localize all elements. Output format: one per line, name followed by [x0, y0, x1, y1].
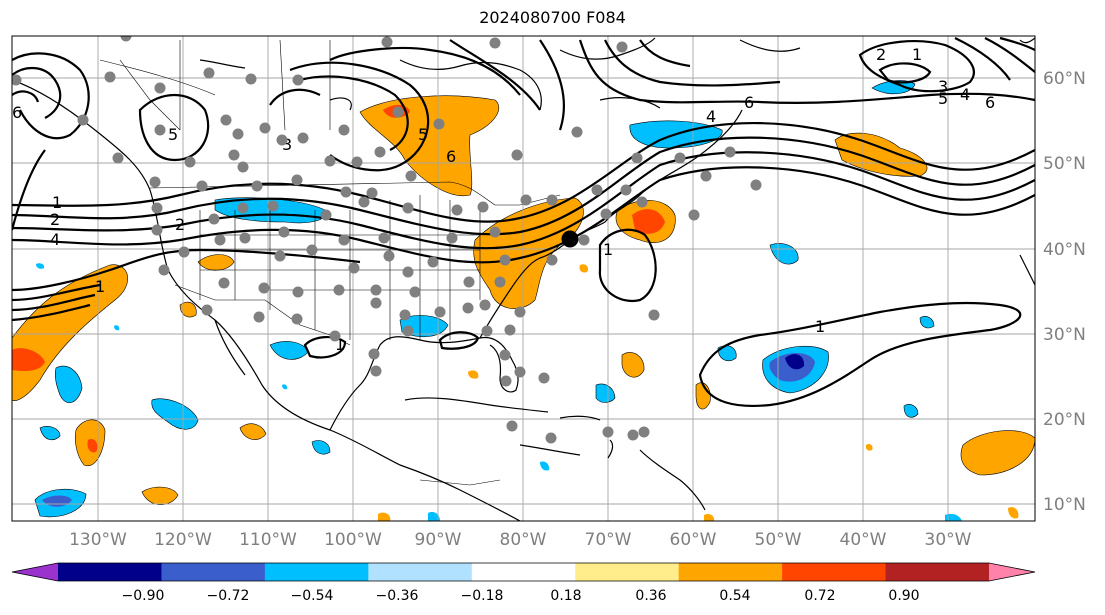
colorbar-segment	[264, 563, 369, 581]
highlight-point	[561, 230, 579, 248]
latitude-label: 10°N	[1043, 495, 1086, 515]
contour-label: 6	[12, 103, 22, 122]
colorbar-ticks: −0.90 −0.72 −0.54 −0.36 −0.18 0.18 0.36 …	[122, 588, 920, 604]
contour-label: 3	[282, 135, 292, 154]
longitude-labels: 130°W 120°W 110°W 100°W 90°W 80°W 70°W 6…	[69, 530, 972, 550]
longitude-label: 90°W	[415, 530, 462, 550]
coastlines	[12, 37, 1035, 521]
map-area: 1 2 4 6 6 5 4 3 2 1 6 5 4 1 1 1 5 6 3 2 …	[12, 36, 1035, 521]
colorbar-segment	[161, 563, 266, 581]
colorbar-segment	[58, 563, 162, 581]
colorbar-segment	[885, 563, 990, 581]
colorbar-tick-label: −0.18	[461, 588, 504, 604]
colorbar-tick-label: 0.18	[550, 588, 581, 604]
colorbar-tick-label: −0.54	[291, 588, 334, 604]
contour-label: 5	[418, 125, 428, 144]
longitude-label: 80°W	[500, 530, 547, 550]
colorbar-outline	[11, 562, 1036, 582]
colorbar-segment	[471, 563, 576, 581]
colorbar-tick-label: 0.54	[719, 588, 750, 604]
graticule	[12, 36, 1035, 521]
longitude-label: 110°W	[239, 530, 297, 550]
contour-label: 1	[52, 193, 62, 212]
colorbar-extend-high	[989, 563, 1035, 581]
colorbar-tick-label: −0.36	[376, 588, 419, 604]
longitude-label: 100°W	[324, 530, 382, 550]
contour-label: 1	[335, 335, 345, 354]
map-frame	[11, 35, 1036, 522]
longitude-label: 60°W	[670, 530, 717, 550]
contour-label: 1	[815, 317, 825, 336]
contour-label: 6	[446, 147, 456, 166]
colorbar-segment	[575, 563, 680, 581]
station-markers	[12, 36, 762, 444]
contour-label: 5	[168, 125, 178, 144]
colorbar	[11, 562, 1036, 582]
colorbar-tick-label: −0.90	[122, 588, 165, 604]
map-title: 2024080700 F084	[479, 8, 626, 27]
contour-label: 4	[960, 85, 970, 104]
contour-label: 4	[706, 107, 716, 126]
contour-label: 2	[175, 215, 185, 234]
latitude-labels: 60°N 50°N 40°N 30°N 20°N 10°N	[1043, 69, 1086, 515]
latitude-label: 30°N	[1043, 325, 1086, 345]
contour-label: 6	[985, 93, 995, 112]
contour-label: 6	[744, 93, 754, 112]
latitude-label: 40°N	[1043, 240, 1086, 260]
colorbar-segment	[368, 563, 473, 581]
contour-label: 4	[50, 230, 60, 249]
latitude-label: 20°N	[1043, 410, 1086, 430]
contour-labels: 1 2 4 6 6 5 4 3 2 1 6 5 4 1 1 1 5 6 3 2 …	[12, 45, 995, 354]
contours	[12, 36, 1035, 408]
longitude-label: 70°W	[585, 530, 632, 550]
longitude-label: 50°W	[755, 530, 802, 550]
longitude-label: 30°W	[925, 530, 972, 550]
contour-label: 2	[50, 210, 60, 229]
colorbar-tick-label: 0.90	[888, 588, 919, 604]
contour-label: 1	[95, 277, 105, 296]
contour-label: 2	[876, 45, 886, 64]
colorbar-tick-label: −0.72	[207, 588, 250, 604]
borders	[99, 39, 561, 486]
colorbar-tick-label: 0.36	[635, 588, 666, 604]
longitude-label: 120°W	[154, 530, 212, 550]
contour-label: 5	[938, 89, 948, 108]
contour-label: 1	[912, 45, 922, 64]
colorbar-extend-low	[12, 563, 58, 581]
colorbar-segment	[782, 563, 887, 581]
colorbar-segment	[678, 563, 783, 581]
latitude-label: 60°N	[1043, 69, 1086, 89]
contour-label: 1	[603, 240, 613, 259]
longitude-label: 40°W	[840, 530, 887, 550]
latitude-label: 50°N	[1043, 154, 1086, 174]
longitude-label: 130°W	[69, 530, 127, 550]
colorbar-tick-label: 0.72	[804, 588, 835, 604]
contour-label: 3	[938, 77, 948, 96]
